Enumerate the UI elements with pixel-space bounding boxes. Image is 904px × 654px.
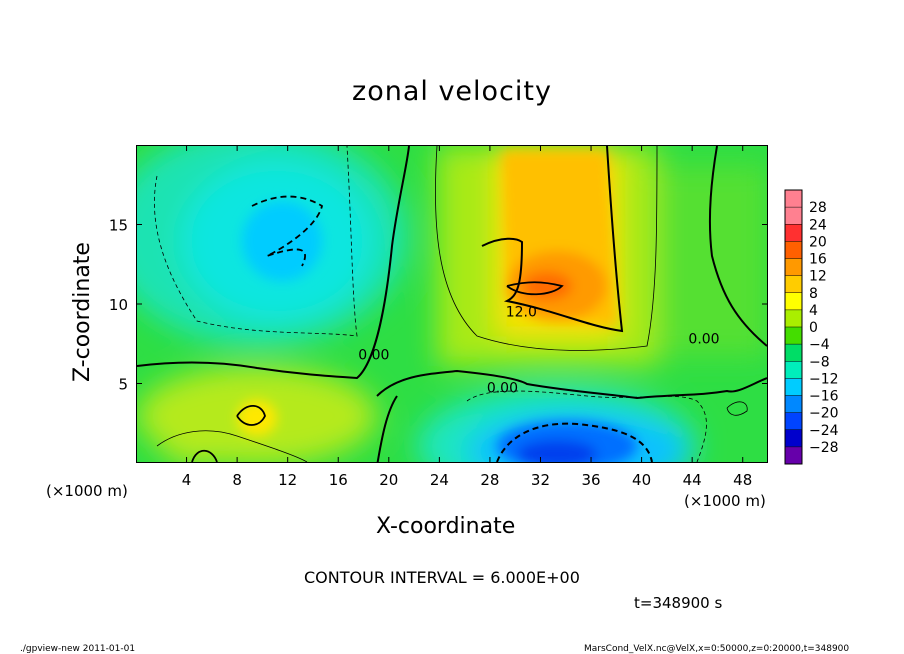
x-unit-left: (×1000 m) [46,482,128,500]
colorbar-label: −20 [809,406,839,422]
time-label: t=348900 s [634,594,723,612]
colorbar-label: 24 [809,217,827,233]
x-tick-label: 16 [329,471,348,489]
x-tick-label: 32 [531,471,550,489]
colorbar-swatch [785,378,802,396]
x-unit-right: (×1000 m) [684,492,766,510]
colorbar-label: 16 [809,252,827,268]
colorbar-label: −24 [809,423,839,439]
colorbar-label: −8 [809,354,830,370]
y-tick-label: 10 [109,296,128,314]
x-tick-label: 40 [632,471,651,489]
colorbar-label: 28 [809,200,827,216]
plot-area: 12.0 0.00 0.00 0.00 [107,126,768,506]
colorbar-label: 20 [809,234,827,250]
x-tick-label: 48 [733,471,752,489]
colorbar-swatch [785,309,802,327]
contour-label: 0.00 [688,332,719,348]
chart-title: zonal velocity [352,76,552,107]
footer-left: ./gpview-new 2011-01-01 [20,644,136,654]
contour-label: 12.0 [506,305,537,321]
colorbar-swatch [785,207,802,225]
colorbar-swatch [785,429,802,447]
colorbar-swatch [785,412,802,430]
footer-right: MarsCond_VelX.nc@VelX,x=0:50000,z=0:2000… [584,644,850,654]
colorbar-swatch [785,361,802,379]
colorbar-swatch [785,327,802,345]
x-tick-label: 36 [581,471,600,489]
x-tick-label: 8 [232,471,242,489]
colorbar-swatch [785,224,802,242]
x-tick-label: 28 [480,471,499,489]
colorbar-label: 12 [809,269,827,285]
contour-label: 0.00 [358,347,389,363]
contour-interval: CONTOUR INTERVAL = 6.000E+00 [304,568,580,587]
colorbar-label: 4 [809,303,818,319]
y-axis-label: Z-coordinate [70,242,95,382]
colorbar-label: 0 [809,320,818,336]
colorbar-swatch [785,344,802,362]
colorbar-label: −4 [809,337,830,353]
colorbar-swatch [785,446,802,464]
x-tick-label: 20 [379,471,398,489]
colorbar-swatch [785,395,802,413]
x-tick-label: 4 [182,471,192,489]
colorbar-swatch [785,275,802,293]
x-axis-label: X-coordinate [376,514,516,539]
colorbar-label: −16 [809,389,839,405]
colorbar-frame [784,189,803,465]
colorbar-label: −12 [809,371,839,387]
contour-label: 0.00 [487,380,518,396]
colorbar-swatch [785,241,802,259]
y-tick-label: 5 [118,376,128,394]
x-tick-label: 44 [683,471,702,489]
colorbar-swatch [785,258,802,276]
velocity-field: 12.0 0.00 0.00 0.00 [107,126,768,506]
colorbar-label: −28 [809,440,839,456]
x-tick-label: 24 [430,471,449,489]
colorbar-swatch [785,292,802,310]
x-tick-label: 12 [278,471,297,489]
colorbar-label: 8 [809,286,818,302]
colorbar-swatch [785,190,802,208]
y-tick-label: 15 [109,217,128,235]
